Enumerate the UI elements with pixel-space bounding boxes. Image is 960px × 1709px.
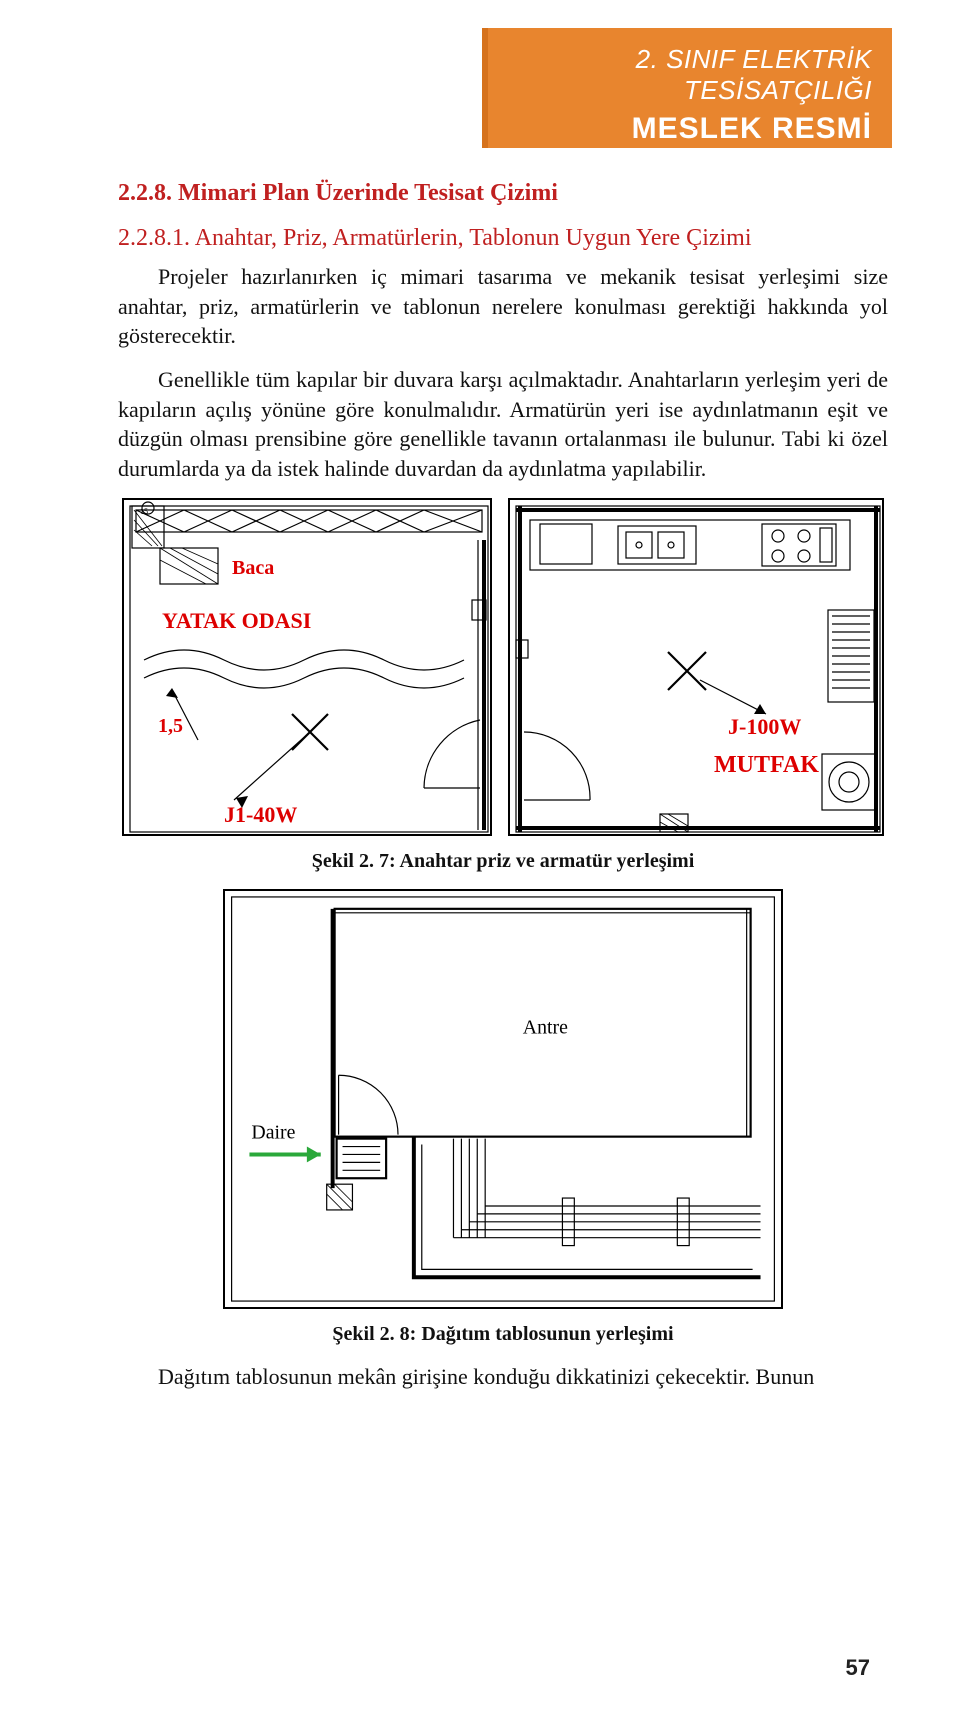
label-antre: Antre [523,1016,568,1038]
subsection-text: Anahtar, Priz, Armatürlerin, Tablonun Uy… [195,225,752,251]
svg-text:15: 15 [140,507,148,516]
label-baca: Baca [232,557,274,579]
banner-line2: MESLEK RESMİ [508,112,872,146]
fixture-mark-right [668,652,706,690]
page-content: 2.2.8. Mimari Plan Üzerinde Tesisat Çizi… [0,0,960,1446]
kitchen-counter [530,520,850,570]
baca-box [160,548,218,584]
stove-icon [762,524,836,566]
figure-2-7-left: 15 Baca YATAK ODASI [122,498,492,836]
caption-prefix-1: Şekil 2. 7: [312,850,396,872]
label-j-100w: J-100W [728,714,801,739]
wave-line-1 [144,650,464,670]
section-title: 2.2.8. Mimari Plan Üzerinde Tesisat Çizi… [118,180,888,207]
banner-line1: 2. SINIF ELEKTRİK TESİSATÇILIĞI [508,44,872,106]
label-yatak-odasi: YATAK ODASI [162,608,311,633]
paragraph-1: Projeler hazırlanırken iç mimari tasarım… [118,262,888,351]
paragraph-2: Genellikle tüm kapılar bir duvara karşı … [118,365,888,484]
wave-line-2 [144,668,464,688]
leader-line [234,732,310,800]
label-daire: Daire [251,1121,295,1143]
figure-2-8-caption: Şekil 2. 8: Dağıtım tablosunun yerleşimi [118,1323,888,1346]
subsection-title: 2.2.8.1. Anahtar, Priz, Armatürlerin, Ta… [118,225,888,252]
door-arc-left [524,732,590,800]
caption-text-2: Dağıtım tablosunun yerleşimi [421,1323,673,1345]
label-j1-40w: J1-40W [224,802,297,827]
ceiling-beam-icon [136,510,482,532]
page-number: 57 [846,1655,870,1681]
green-arrow-icon [249,1146,320,1162]
left-wall-detail: 15 [132,502,164,548]
chapter-banner: 2. SINIF ELEKTRİK TESİSATÇILIĞI MESLEK R… [482,28,892,148]
washer-icon [822,754,876,810]
caption-text-1: Anahtar priz ve armatür yerleşimi [400,850,695,872]
paragraph-3: Dağıtım tablosunun mekân girişine konduğ… [118,1362,888,1392]
sink-icon [618,526,696,564]
figure-2-8: Antre Daire [118,889,888,1309]
figure-2-7-caption: Şekil 2. 7: Anahtar priz ve armatür yerl… [118,850,888,873]
door-arc-entry [339,1075,398,1134]
label-dim: 1,5 [158,715,183,737]
door-arc-right [424,720,480,788]
distribution-panel-icon [337,1138,387,1178]
fridge-icon [828,610,874,702]
subsection-number: 2.2.8.1. [118,225,190,251]
label-mutfak: MUTFAK [714,752,819,778]
corridor-walls [414,1136,761,1277]
figure-2-7-row: 15 Baca YATAK ODASI [118,498,888,836]
caption-prefix-2: Şekil 2. 8: [332,1323,416,1345]
figure-2-7-right: J-100W MUTFAK [508,498,884,836]
bottom-wall [516,814,880,832]
